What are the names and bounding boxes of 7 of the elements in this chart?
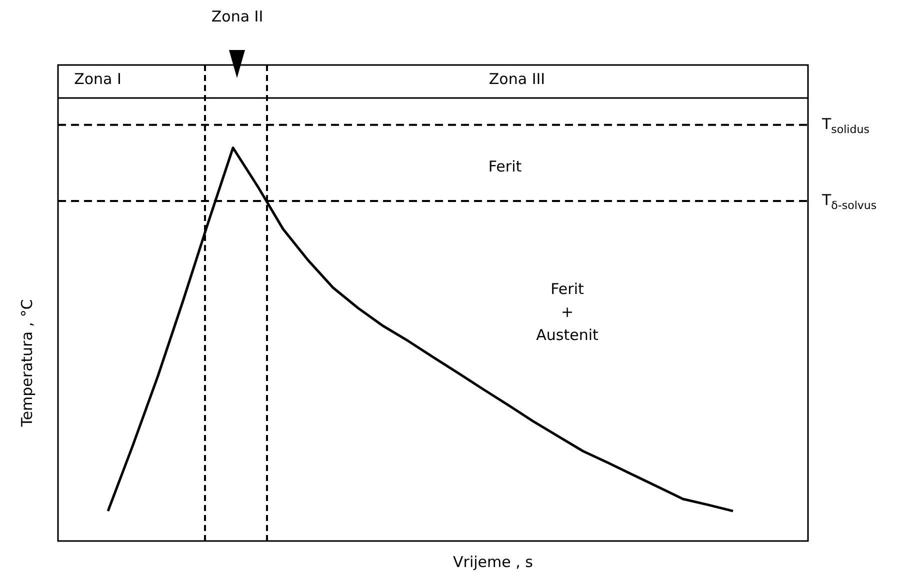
text: Zona III bbox=[488, 70, 546, 88]
text: Zona II bbox=[211, 7, 264, 26]
annotation: Ferit bbox=[488, 158, 522, 176]
text: Zona I bbox=[74, 70, 122, 88]
annotation: Ferit + Austenit bbox=[536, 280, 598, 344]
x-axis-title: Vrijeme , s bbox=[453, 552, 534, 571]
y-axis-title: Temperatura , °C bbox=[18, 299, 36, 428]
